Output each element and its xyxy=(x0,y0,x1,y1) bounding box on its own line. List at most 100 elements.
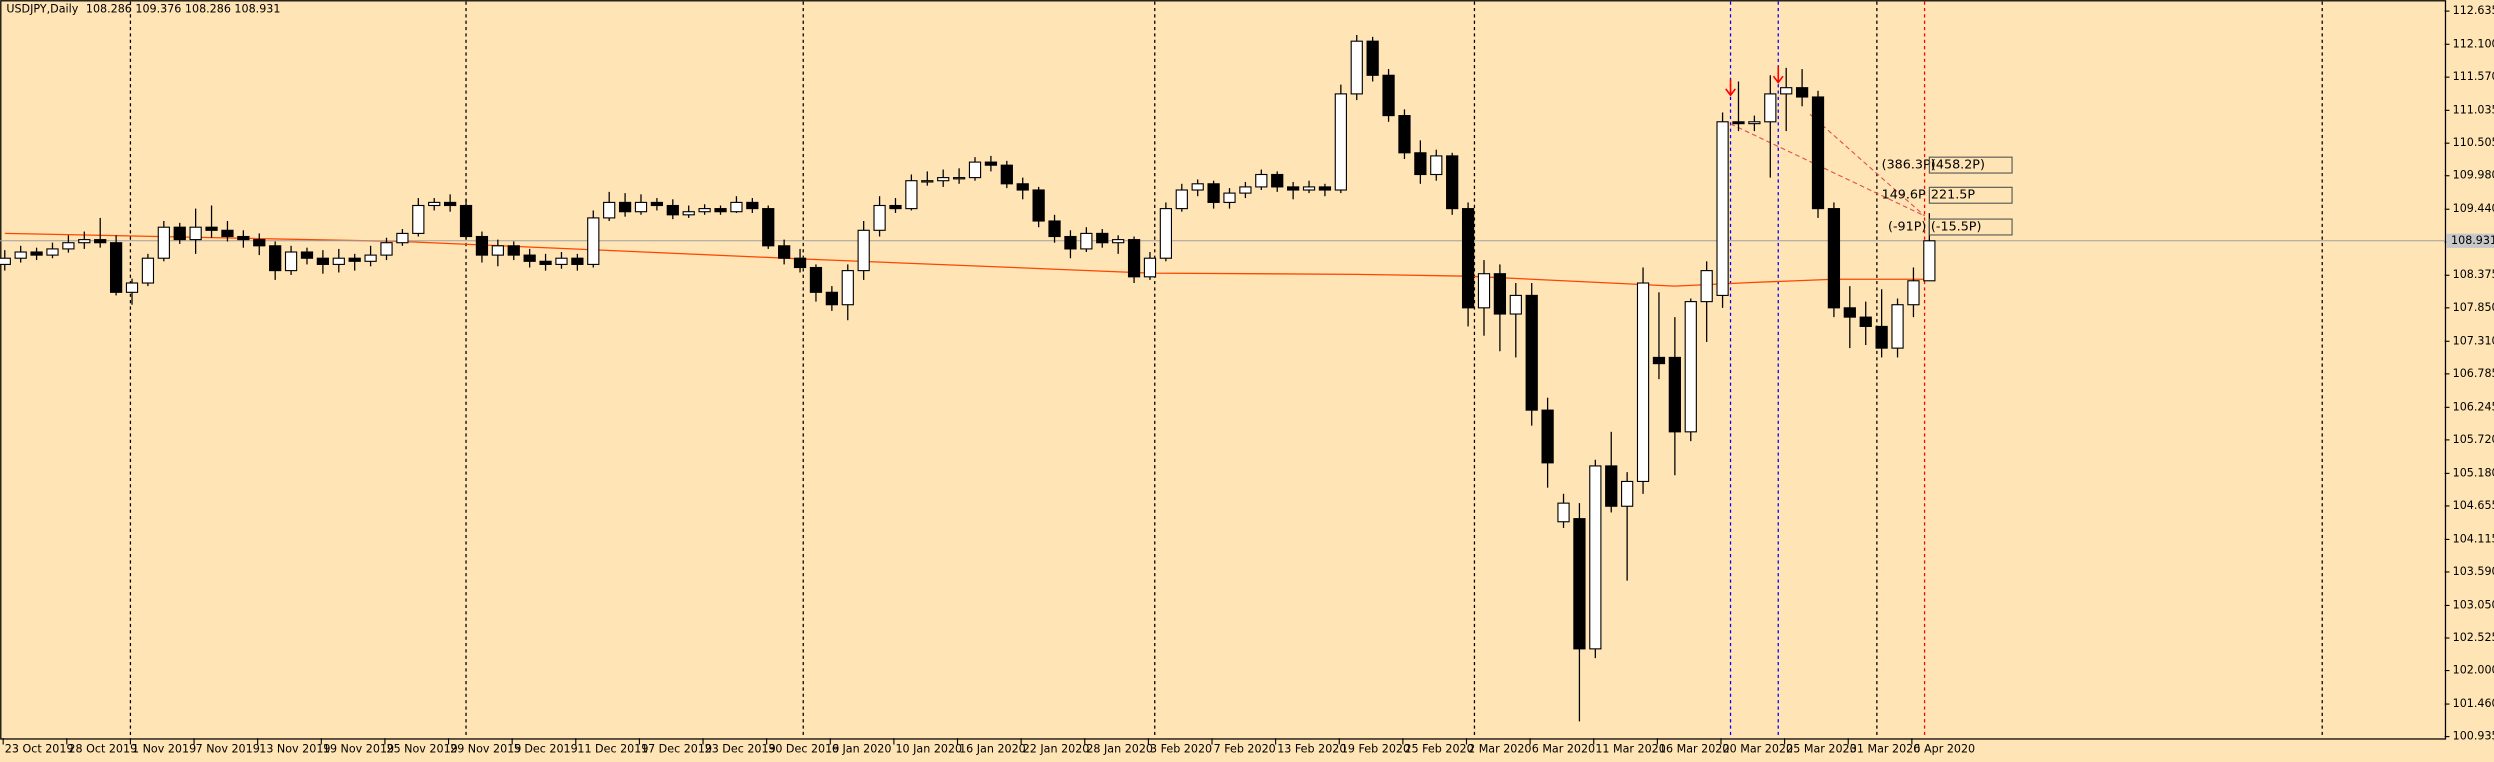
annotation-box xyxy=(1928,156,2013,174)
y-tick-label: 102.525 xyxy=(2453,631,2494,644)
annotation-box xyxy=(1928,218,2013,236)
candle-body xyxy=(332,257,345,265)
candle-body xyxy=(555,257,568,265)
y-tick-label: 100.935 xyxy=(2453,730,2494,743)
candle-body xyxy=(873,204,886,231)
candle-body xyxy=(1366,40,1379,76)
candle-body xyxy=(809,266,823,293)
candle-body xyxy=(1541,409,1554,464)
candle-body xyxy=(1446,155,1459,210)
current-price-box xyxy=(2446,233,2494,248)
candle-body xyxy=(1748,121,1761,125)
candle-body xyxy=(571,257,584,265)
annotation: 149.6P xyxy=(1882,187,1926,202)
candle-body xyxy=(109,242,123,293)
y-tick-label: 106.785 xyxy=(2453,367,2494,380)
x-tick-label: 16 Jan 2020 xyxy=(959,742,1026,755)
candle-body xyxy=(1764,93,1777,123)
candle-body xyxy=(714,208,727,213)
y-tick-label: 105.180 xyxy=(2453,466,2494,479)
candle-body xyxy=(857,229,870,272)
annotation-box xyxy=(1928,186,2013,204)
candle-body xyxy=(1175,189,1188,210)
x-tick-label: 13 Nov 2019 xyxy=(259,742,330,755)
candle-body xyxy=(189,226,202,241)
candle-body xyxy=(1127,239,1141,278)
x-tick-label: 16 Mar 2020 xyxy=(1659,742,1730,755)
current-price-label: 108.931 xyxy=(2451,234,2494,247)
candle-body xyxy=(1811,96,1825,210)
x-tick-label: 7 Feb 2020 xyxy=(1214,742,1276,755)
y-tick-label: 106.245 xyxy=(2453,400,2494,413)
candle-body xyxy=(746,201,759,210)
candle-body xyxy=(1414,152,1427,176)
y-tick-label: 107.310 xyxy=(2453,334,2494,347)
candle-body xyxy=(491,245,504,256)
candle-body xyxy=(1780,87,1793,95)
candle-body xyxy=(698,208,711,213)
annotation: (-91P) xyxy=(1888,219,1926,234)
candle-body xyxy=(428,201,441,207)
candle-body xyxy=(1716,121,1729,296)
candle-body xyxy=(1223,192,1236,203)
x-tick-label: 7 Nov 2019 xyxy=(196,742,260,755)
candle-body xyxy=(348,257,361,262)
candle-body xyxy=(1016,183,1029,191)
x-tick-label: 13 Feb 2020 xyxy=(1277,742,1346,755)
candle-body xyxy=(300,251,314,259)
candle-body xyxy=(141,257,155,284)
candle-body xyxy=(666,204,679,216)
x-tick-label: 25 Nov 2019 xyxy=(387,742,458,755)
chart-title: USDJPY,Daily xyxy=(6,3,78,16)
candle-body xyxy=(539,260,552,265)
y-tick-label: 111.035 xyxy=(2453,103,2494,116)
candle-body xyxy=(1477,273,1491,309)
y-tick-label: 109.980 xyxy=(2453,169,2494,182)
candle-body xyxy=(444,201,457,207)
candle-body xyxy=(1159,208,1173,259)
candle-body xyxy=(778,245,791,259)
candle-body xyxy=(253,239,266,247)
candle-body xyxy=(1302,186,1316,191)
candle-body xyxy=(1255,173,1268,188)
candle-body xyxy=(634,201,648,213)
candle-body xyxy=(380,242,393,256)
candle-body xyxy=(1621,480,1634,507)
x-tick-label: 25 Feb 2020 xyxy=(1404,742,1473,755)
candle-body xyxy=(1143,257,1157,278)
candle-body xyxy=(1843,307,1856,318)
x-tick-label: 25 Mar 2020 xyxy=(1786,742,1857,755)
candle-body xyxy=(1732,121,1745,125)
y-tick-label: 103.590 xyxy=(2453,565,2494,578)
candle-body xyxy=(1112,239,1125,244)
candle-body xyxy=(364,254,377,262)
candle-body xyxy=(825,291,838,306)
candle-body xyxy=(1923,240,1936,282)
candle-body xyxy=(205,226,218,231)
candle-body xyxy=(1509,294,1522,315)
candle-body xyxy=(157,226,170,259)
candle-body xyxy=(412,204,425,234)
projection-line xyxy=(1809,113,1925,217)
candle-body xyxy=(889,204,902,210)
candle-body xyxy=(650,201,664,207)
header-values: 108.286 109.376 108.286 108.931 xyxy=(86,3,281,16)
candle-body xyxy=(507,245,520,256)
y-tick-label: 104.655 xyxy=(2453,499,2494,512)
candle-body xyxy=(937,177,950,182)
candle-body xyxy=(459,204,473,238)
candle-body xyxy=(1652,356,1666,365)
x-tick-label: 28 Jan 2020 xyxy=(1086,742,1153,755)
candle-body xyxy=(841,270,854,306)
x-tick-label: 23 Oct 2019 xyxy=(5,742,74,755)
candle-body xyxy=(1239,186,1252,194)
period-separators xyxy=(129,1,2323,739)
y-tick-label: 111.570 xyxy=(2453,70,2494,83)
x-tick-label: 20 Mar 2020 xyxy=(1723,742,1794,755)
x-tick-label: 22 Jan 2020 xyxy=(1023,742,1090,755)
y-tick-label: 112.100 xyxy=(2453,37,2494,50)
candle-body xyxy=(1907,280,1920,306)
candle-body xyxy=(1493,273,1507,315)
candle-body xyxy=(1684,301,1697,433)
